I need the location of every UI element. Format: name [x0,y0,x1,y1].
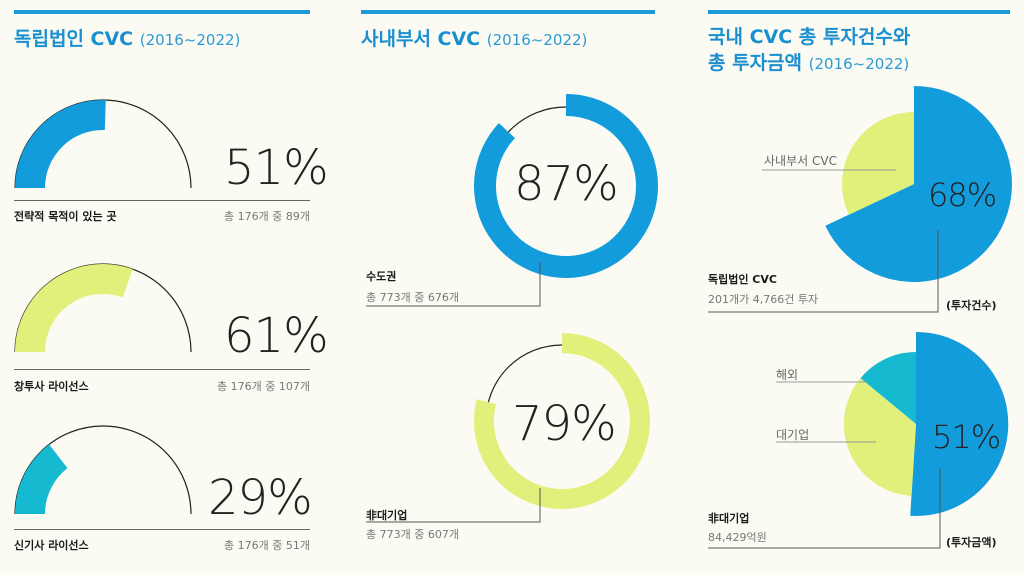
donut-label-1: 수도권 [366,270,397,283]
col3-top-bar [708,10,1010,14]
pie2-overseas-label: 해외 [776,368,799,382]
pie2-value: 51% [932,418,1001,456]
pie-slice-inhouse [842,112,914,215]
donut-leader-2 [366,488,541,523]
col2-title: 사내부서 CVC (2016~2022) [361,28,588,50]
pie1-leader-tag [708,230,939,313]
gauge-stat-3: 총 176개 중 51개 [224,539,310,552]
gauge-arc-2 [15,264,133,353]
pie-slice-non-conglomerate [910,331,1009,516]
donut-arc-2 [473,333,650,509]
gauge-stat-2: 총 176개 중 107개 [217,380,310,393]
gauge-rule-2 [14,369,310,370]
donut-stat-1: 총 773개 중 676개 [366,291,459,304]
donut-value-1: 87% [514,156,619,212]
col1-title: 독립법인 CVC (2016~2022) [14,28,241,50]
col1-years: (2016~2022) [139,31,241,49]
gauge-arc-1 [15,99,106,189]
pie1-value: 68% [928,176,997,214]
donut-stat-2: 총 773개 중 607개 [366,528,459,541]
gauge-rule-3 [14,529,310,530]
pie1-tag: (투자건수) [946,299,997,312]
pie1-stat: 201개가 4,766건 투자 [708,293,819,306]
gauge-label-2: 창투사 라이선스 [14,380,89,393]
pie-slice-conglomerate [843,378,916,496]
gauge-value-1: 51% [224,140,329,196]
col3-years: (2016~2022) [808,55,910,73]
gauge-stat-1: 총 176개 중 89개 [224,210,310,223]
col2-top-bar [361,10,655,14]
pie2-label: 非대기업 [708,512,750,525]
col3-title: 국내 CVC 총 투자건수와 총 투자금액 (2016~2022) [708,26,911,74]
donut-leader-1 [366,262,541,307]
pie2-leader-tag [708,468,941,549]
pie1-label: 독립법인 CVC [708,273,777,286]
gauge-label-3: 신기사 라이선스 [14,539,89,552]
gauge-rule-1 [14,200,310,201]
gauge-value-3: 29% [208,470,313,526]
pie2-conglomerate-label: 대기업 [776,428,810,442]
donut-arc-1 [474,94,658,278]
gauge-value-2: 61% [224,308,329,364]
pie-slice-overseas [860,352,916,424]
gauge-label-1: 전략적 목적이 있는 곳 [14,210,117,223]
gauge-arc-3 [15,444,68,515]
pie1-other-label: 사내부서 CVC [764,154,837,168]
donut-value-2: 79% [512,396,617,452]
donut-label-2: 非대기업 [366,509,408,522]
pie-slice-independent [825,86,1012,282]
pie2-stat: 84,429억원 [708,531,767,544]
pie2-tag: (투자금액) [946,536,997,549]
col1-top-bar [14,10,310,14]
col2-years: (2016~2022) [486,31,588,49]
